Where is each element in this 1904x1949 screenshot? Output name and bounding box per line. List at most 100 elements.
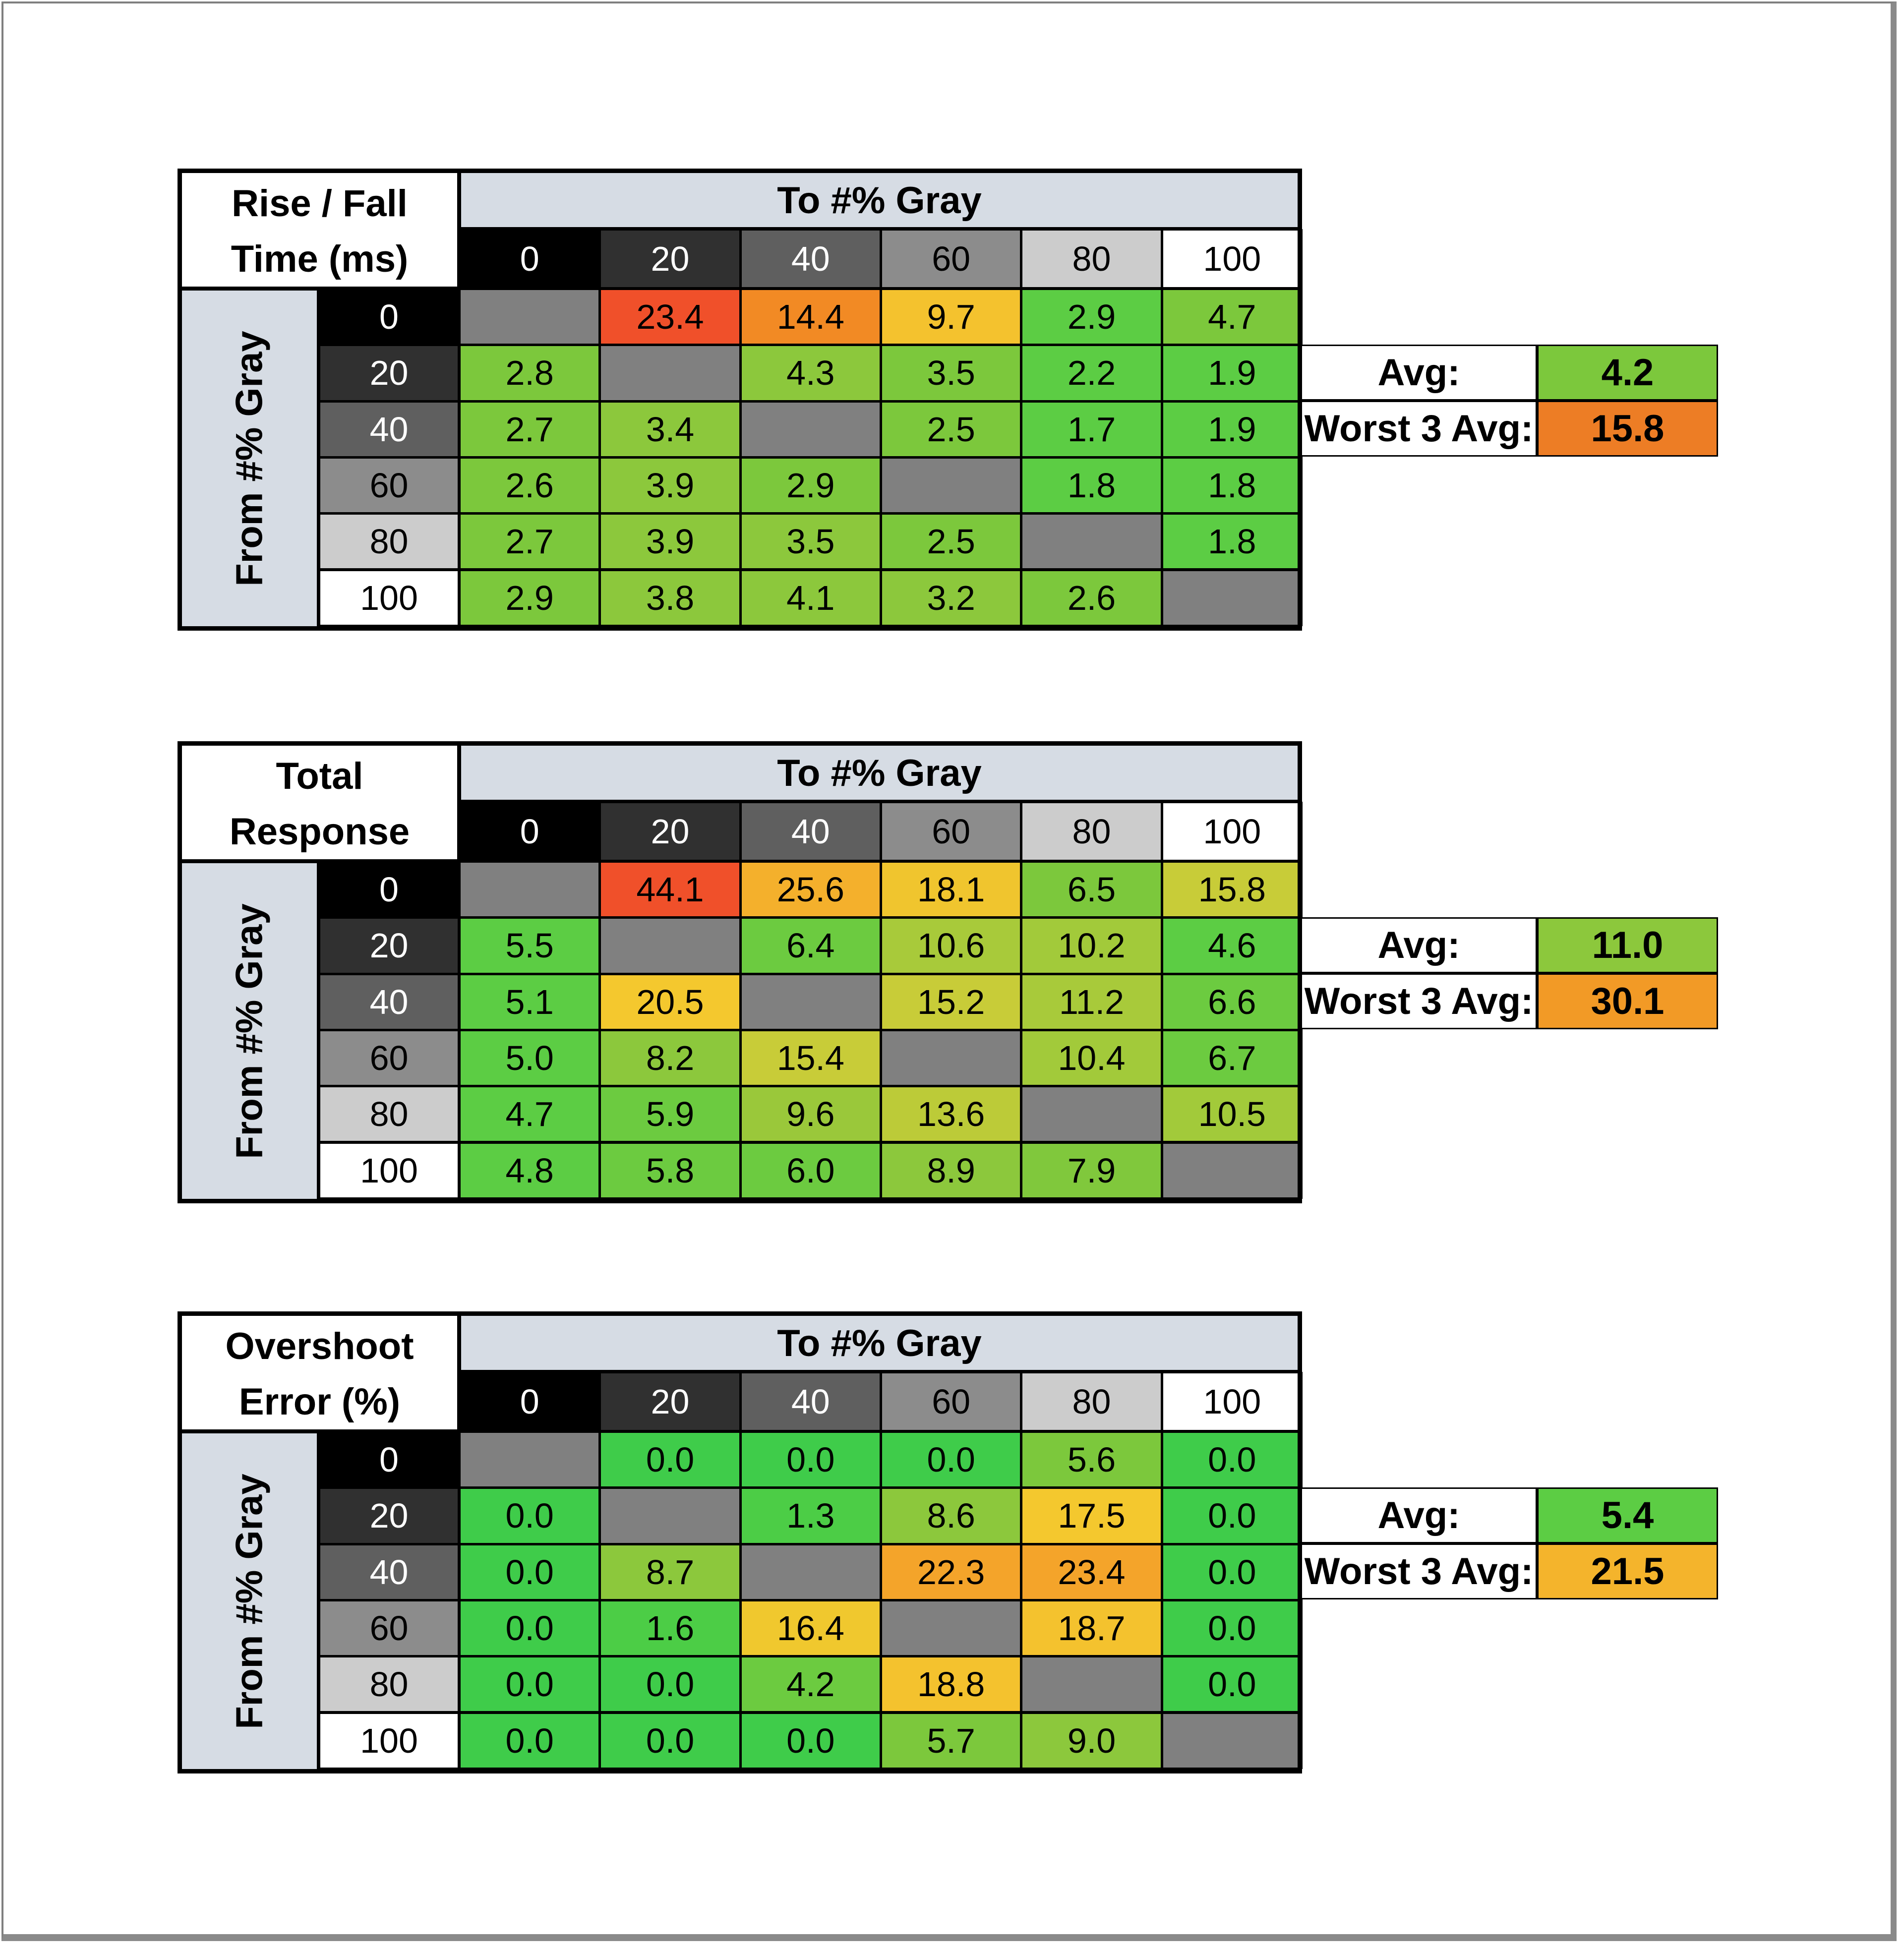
data-cell: 2.2 bbox=[1021, 345, 1162, 402]
table-title: Overshoot Error (%) bbox=[178, 1311, 459, 1431]
data-cell: 1.9 bbox=[1161, 401, 1303, 458]
data-cell: 4.8 bbox=[459, 1142, 600, 1199]
data-cell: 0.0 bbox=[459, 1599, 600, 1657]
row-header: 20 bbox=[319, 345, 459, 402]
data-cell: 1.9 bbox=[1161, 345, 1303, 402]
from-gray-label: From #% Gray bbox=[228, 903, 271, 1159]
table-title-line: Error (%) bbox=[238, 1381, 401, 1423]
empty-cell bbox=[599, 1487, 741, 1544]
data-cell: 6.0 bbox=[740, 1142, 881, 1199]
row-header: 100 bbox=[319, 569, 459, 626]
data-cell: 1.8 bbox=[1161, 457, 1303, 514]
data-cell: 10.2 bbox=[1021, 917, 1162, 974]
data-cell: 0.0 bbox=[599, 1712, 741, 1769]
data-cell: 8.6 bbox=[880, 1487, 1022, 1544]
data-cell: 9.7 bbox=[880, 289, 1022, 346]
data-cell: 4.7 bbox=[1161, 289, 1303, 346]
column-header: 40 bbox=[740, 229, 881, 289]
data-cell: 3.9 bbox=[599, 457, 741, 514]
empty-cell bbox=[599, 345, 741, 402]
data-cell: 3.4 bbox=[599, 401, 741, 458]
data-cell: 2.9 bbox=[459, 569, 600, 626]
data-cell: 3.2 bbox=[880, 569, 1022, 626]
avg-value: 5.4 bbox=[1537, 1487, 1718, 1543]
table-title: Rise / Fall Time (ms) bbox=[178, 169, 459, 289]
worst3-avg-label: Worst 3 Avg: bbox=[1302, 401, 1537, 457]
column-header: 20 bbox=[599, 802, 741, 861]
row-header: 40 bbox=[319, 1543, 459, 1600]
column-header: 100 bbox=[1161, 229, 1303, 289]
data-cell: 4.7 bbox=[459, 1086, 600, 1143]
data-cell: 5.5 bbox=[459, 917, 600, 974]
empty-cell bbox=[459, 289, 600, 346]
data-cell: 2.5 bbox=[880, 401, 1022, 458]
to-gray-header: To #% Gray bbox=[459, 169, 1302, 229]
column-header: 100 bbox=[1161, 1372, 1303, 1431]
from-gray-label: From #% Gray bbox=[228, 1473, 271, 1729]
table-title-line: Rise / Fall bbox=[232, 182, 408, 225]
data-cell: 3.5 bbox=[880, 345, 1022, 402]
worst3-avg-label: Worst 3 Avg: bbox=[1302, 1543, 1537, 1599]
worst3-avg-value: 15.8 bbox=[1537, 401, 1718, 457]
data-cell: 0.0 bbox=[459, 1656, 600, 1713]
avg-value: 4.2 bbox=[1537, 345, 1718, 401]
column-header: 60 bbox=[880, 229, 1022, 289]
data-cell: 6.7 bbox=[1161, 1029, 1303, 1087]
data-cell: 3.8 bbox=[599, 569, 741, 626]
column-header: 40 bbox=[740, 1372, 881, 1431]
data-cell: 1.7 bbox=[1021, 401, 1162, 458]
data-cell: 11.2 bbox=[1021, 973, 1162, 1030]
data-cell: 17.5 bbox=[1021, 1487, 1162, 1544]
from-gray-label: From #% Gray bbox=[228, 330, 271, 587]
data-cell: 6.4 bbox=[740, 917, 881, 974]
data-cell: 3.5 bbox=[740, 513, 881, 570]
data-cell: 22.3 bbox=[880, 1543, 1022, 1600]
data-cell: 9.0 bbox=[1021, 1712, 1162, 1769]
data-cell: 18.1 bbox=[880, 861, 1022, 918]
empty-cell bbox=[740, 401, 881, 458]
worst3-avg-value: 30.1 bbox=[1537, 973, 1718, 1029]
column-header: 0 bbox=[459, 229, 600, 289]
data-cell: 0.0 bbox=[1161, 1487, 1303, 1544]
data-cell: 1.6 bbox=[599, 1599, 741, 1657]
data-cell: 44.1 bbox=[599, 861, 741, 918]
data-cell: 10.5 bbox=[1161, 1086, 1303, 1143]
empty-cell bbox=[1021, 1086, 1162, 1143]
data-cell: 0.0 bbox=[1161, 1431, 1303, 1488]
data-cell: 1.8 bbox=[1021, 457, 1162, 514]
data-cell: 0.0 bbox=[599, 1656, 741, 1713]
data-cell: 8.7 bbox=[599, 1543, 741, 1600]
from-gray-header: From #% Gray bbox=[178, 861, 319, 1203]
empty-cell bbox=[1161, 1712, 1303, 1769]
data-cell: 2.6 bbox=[1021, 569, 1162, 626]
data-cell: 0.0 bbox=[599, 1431, 741, 1488]
column-header: 60 bbox=[880, 802, 1022, 861]
data-cell: 15.4 bbox=[740, 1029, 881, 1087]
data-cell: 23.4 bbox=[599, 289, 741, 346]
empty-cell bbox=[880, 1029, 1022, 1087]
column-header: 80 bbox=[1021, 802, 1162, 861]
data-cell: 10.6 bbox=[880, 917, 1022, 974]
empty-cell bbox=[459, 1431, 600, 1488]
avg-label: Avg: bbox=[1302, 345, 1537, 401]
data-cell: 2.6 bbox=[459, 457, 600, 514]
data-cell: 14.4 bbox=[740, 289, 881, 346]
data-cell: 10.4 bbox=[1021, 1029, 1162, 1087]
worst3-avg-value: 21.5 bbox=[1537, 1543, 1718, 1599]
data-cell: 5.7 bbox=[880, 1712, 1022, 1769]
empty-cell bbox=[1021, 1656, 1162, 1713]
data-cell: 0.0 bbox=[880, 1431, 1022, 1488]
table-panel-1: Total ResponseTime (ms)To #% Gray From #%… bbox=[0, 741, 1904, 1207]
data-cell: 23.4 bbox=[1021, 1543, 1162, 1600]
data-cell: 2.7 bbox=[459, 513, 600, 570]
empty-cell bbox=[1161, 1142, 1303, 1199]
column-header: 100 bbox=[1161, 802, 1303, 861]
data-cell: 1.8 bbox=[1161, 513, 1303, 570]
column-header: 20 bbox=[599, 229, 741, 289]
data-cell: 20.5 bbox=[599, 973, 741, 1030]
empty-cell bbox=[1161, 569, 1303, 626]
empty-cell bbox=[740, 1543, 881, 1600]
data-cell: 5.8 bbox=[599, 1142, 741, 1199]
data-cell: 6.6 bbox=[1161, 973, 1303, 1030]
data-cell: 0.0 bbox=[740, 1712, 881, 1769]
